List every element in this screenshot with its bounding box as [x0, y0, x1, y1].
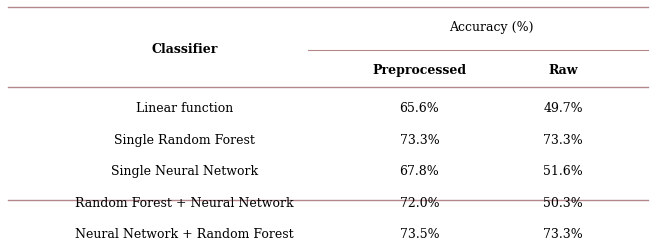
Text: 72.0%: 72.0% [400, 197, 440, 210]
Text: Preprocessed: Preprocessed [373, 64, 466, 77]
Text: 73.5%: 73.5% [400, 228, 440, 240]
Text: 49.7%: 49.7% [543, 102, 583, 115]
Text: Accuracy (%): Accuracy (%) [449, 21, 533, 34]
Text: Neural Network + Random Forest: Neural Network + Random Forest [75, 228, 294, 240]
Text: Linear function: Linear function [136, 102, 233, 115]
Text: Classifier: Classifier [151, 42, 218, 56]
Text: Single Random Forest: Single Random Forest [114, 134, 255, 147]
Text: Raw: Raw [548, 64, 578, 77]
Text: 50.3%: 50.3% [543, 197, 583, 210]
Text: Random Forest + Neural Network: Random Forest + Neural Network [75, 197, 294, 210]
Text: 73.3%: 73.3% [543, 228, 583, 240]
Text: 51.6%: 51.6% [543, 165, 583, 178]
Text: Single Neural Network: Single Neural Network [111, 165, 258, 178]
Text: 73.3%: 73.3% [400, 134, 440, 147]
Text: 73.3%: 73.3% [543, 134, 583, 147]
Text: 67.8%: 67.8% [400, 165, 440, 178]
Text: 65.6%: 65.6% [400, 102, 440, 115]
